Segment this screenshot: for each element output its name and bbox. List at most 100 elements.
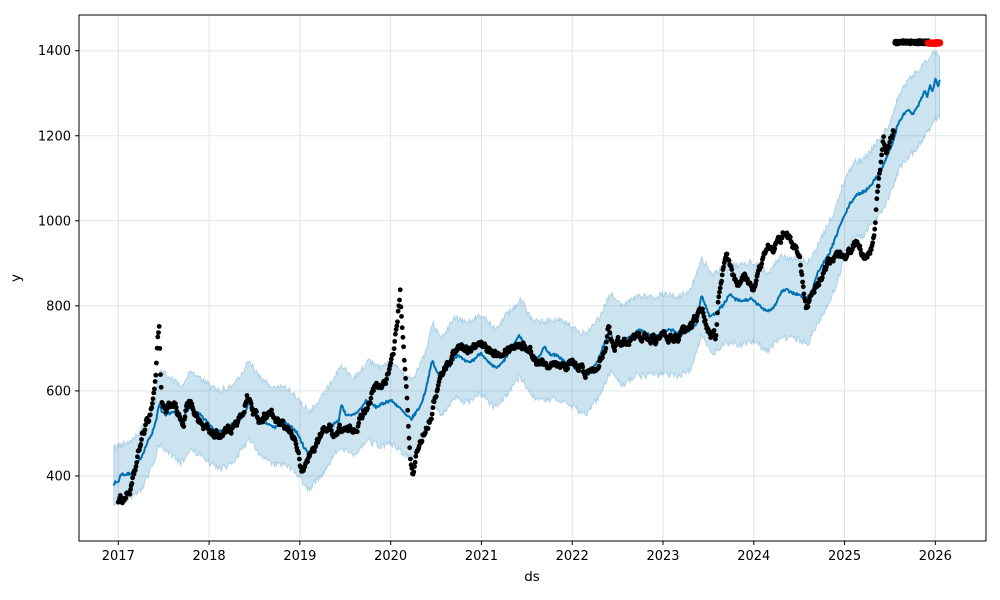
observed-point xyxy=(158,384,164,390)
observed-point xyxy=(150,396,156,402)
y-tick-label: 800 xyxy=(46,299,71,314)
observed-point xyxy=(403,384,409,389)
observed-point xyxy=(648,340,654,346)
observed-point xyxy=(155,334,161,340)
observed-points xyxy=(115,128,897,506)
x-tick-label: 2026 xyxy=(919,549,952,564)
observed-point xyxy=(759,261,765,267)
y-tick-label: 600 xyxy=(46,384,71,399)
observed-point xyxy=(367,400,373,406)
observed-point xyxy=(150,401,155,406)
observed-point xyxy=(429,416,434,422)
observed-point xyxy=(731,273,737,278)
observed-point xyxy=(138,442,144,447)
x-tick-label: 2024 xyxy=(737,549,770,564)
observed-point xyxy=(269,407,274,413)
observed-point xyxy=(778,240,784,245)
observed-point xyxy=(626,342,632,348)
observed-point xyxy=(596,363,602,369)
flagged-point xyxy=(937,40,944,46)
observed-point xyxy=(604,339,609,345)
observed-point xyxy=(881,134,886,140)
x-axis-ticks: 2017 2018 2019 2020 2021 2022 2023 2024 2025 2026 xyxy=(102,541,952,564)
observed-point xyxy=(721,264,726,270)
observed-point xyxy=(312,448,317,454)
observed-point xyxy=(147,412,153,418)
observed-point xyxy=(824,264,829,270)
observed-point xyxy=(779,235,785,241)
observed-point xyxy=(794,245,799,251)
observed-point xyxy=(431,399,437,405)
observed-point xyxy=(397,287,403,293)
observed-point xyxy=(606,324,612,330)
observed-point xyxy=(527,344,533,350)
observed-point xyxy=(676,337,682,343)
observed-point xyxy=(603,345,609,351)
observed-point xyxy=(811,290,817,295)
flagged-points-red xyxy=(924,39,944,48)
observed-point xyxy=(713,333,719,338)
observed-point xyxy=(388,356,394,362)
x-axis-label: ds xyxy=(524,569,540,585)
observed-point xyxy=(280,418,286,424)
observed-point xyxy=(798,262,803,268)
observed-point xyxy=(248,401,254,406)
observed-point xyxy=(877,167,883,173)
observed-point xyxy=(406,423,411,429)
observed-point xyxy=(875,183,881,189)
observed-point xyxy=(142,427,148,433)
observed-point xyxy=(158,372,163,377)
observed-point xyxy=(183,408,189,413)
observed-point xyxy=(873,207,879,213)
observed-point xyxy=(135,454,140,460)
observed-point xyxy=(397,297,402,303)
observed-point xyxy=(726,258,732,263)
observed-point xyxy=(134,460,140,465)
observed-point xyxy=(130,475,136,481)
observed-point xyxy=(383,381,389,386)
observed-point xyxy=(123,495,129,501)
observed-point xyxy=(891,129,897,134)
observed-point xyxy=(745,276,750,282)
observed-point xyxy=(132,467,138,473)
observed-point xyxy=(399,314,404,319)
x-tick-label: 2021 xyxy=(465,549,498,564)
observed-point xyxy=(583,375,588,380)
observed-point xyxy=(405,407,411,413)
observed-point xyxy=(715,299,721,305)
observed-point xyxy=(241,409,247,415)
observed-point xyxy=(395,308,401,314)
observed-point xyxy=(719,278,724,284)
observed-point xyxy=(297,456,302,462)
observed-point xyxy=(867,251,873,256)
observed-point xyxy=(296,450,302,456)
observed-point xyxy=(392,339,398,344)
observed-point xyxy=(260,419,266,425)
observed-point xyxy=(152,386,157,392)
observed-point xyxy=(407,445,413,451)
observed-point xyxy=(799,272,805,278)
observed-point xyxy=(636,330,642,336)
observed-point xyxy=(408,456,413,462)
observed-point xyxy=(729,267,735,272)
observed-point xyxy=(819,275,825,280)
observed-point xyxy=(615,334,621,340)
observed-point xyxy=(356,420,362,426)
observed-point xyxy=(402,366,408,372)
observed-point xyxy=(228,430,234,436)
observed-point xyxy=(694,318,699,323)
observed-point xyxy=(876,176,882,181)
observed-point xyxy=(612,348,618,353)
observed-point xyxy=(386,370,391,376)
observed-point xyxy=(173,401,178,407)
observed-point xyxy=(872,226,878,232)
observed-point xyxy=(129,481,135,486)
observed-point xyxy=(435,386,440,392)
observed-point xyxy=(800,284,806,290)
observed-point xyxy=(423,430,428,435)
observed-point xyxy=(404,395,410,401)
x-tick-label: 2020 xyxy=(374,549,407,564)
observed-point xyxy=(871,233,877,239)
observed-point xyxy=(328,423,334,429)
